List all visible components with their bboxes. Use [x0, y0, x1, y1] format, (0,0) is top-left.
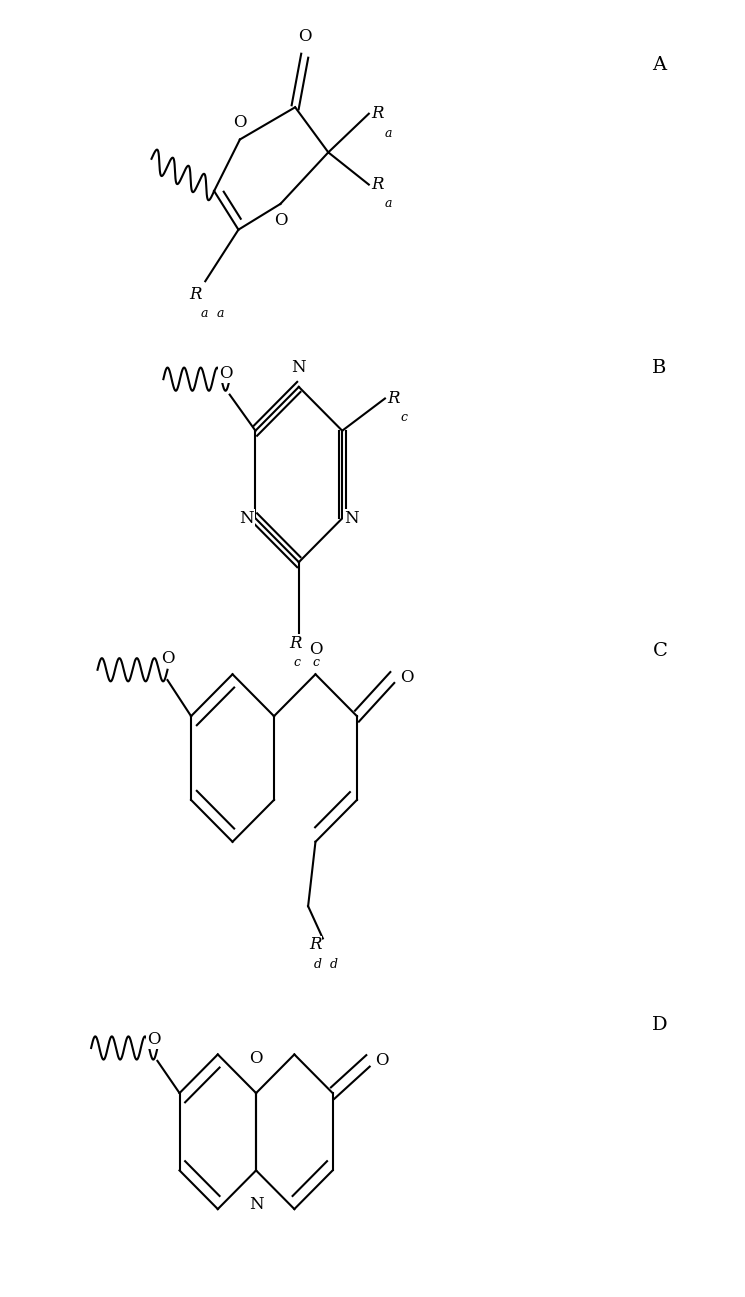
Text: C: C: [653, 642, 668, 660]
Text: d: d: [330, 957, 338, 970]
Text: O: O: [147, 1031, 160, 1048]
Text: N: N: [249, 1196, 264, 1213]
Text: a: a: [217, 307, 224, 320]
Text: N: N: [343, 510, 358, 527]
Text: O: O: [273, 213, 287, 230]
Text: O: O: [298, 29, 311, 45]
Text: O: O: [375, 1052, 389, 1069]
Text: c: c: [312, 656, 319, 669]
Text: N: N: [239, 510, 254, 527]
Text: c: c: [294, 656, 301, 669]
Text: D: D: [653, 1016, 668, 1034]
Text: a: a: [384, 197, 392, 210]
Text: O: O: [308, 641, 323, 658]
Text: O: O: [233, 114, 247, 131]
Text: R: R: [189, 285, 202, 302]
Text: R: R: [371, 105, 384, 122]
Text: O: O: [399, 669, 413, 686]
Text: B: B: [653, 358, 667, 376]
Text: d: d: [314, 957, 322, 970]
Text: a: a: [200, 307, 208, 320]
Text: R: R: [309, 936, 322, 953]
Text: a: a: [384, 127, 392, 140]
Text: O: O: [161, 650, 174, 667]
Text: c: c: [400, 411, 408, 424]
Text: A: A: [653, 56, 667, 74]
Text: O: O: [250, 1051, 263, 1067]
Text: R: R: [387, 390, 399, 407]
Text: N: N: [291, 359, 306, 376]
Text: R: R: [289, 634, 302, 652]
Text: R: R: [371, 176, 384, 193]
Text: O: O: [219, 364, 232, 381]
